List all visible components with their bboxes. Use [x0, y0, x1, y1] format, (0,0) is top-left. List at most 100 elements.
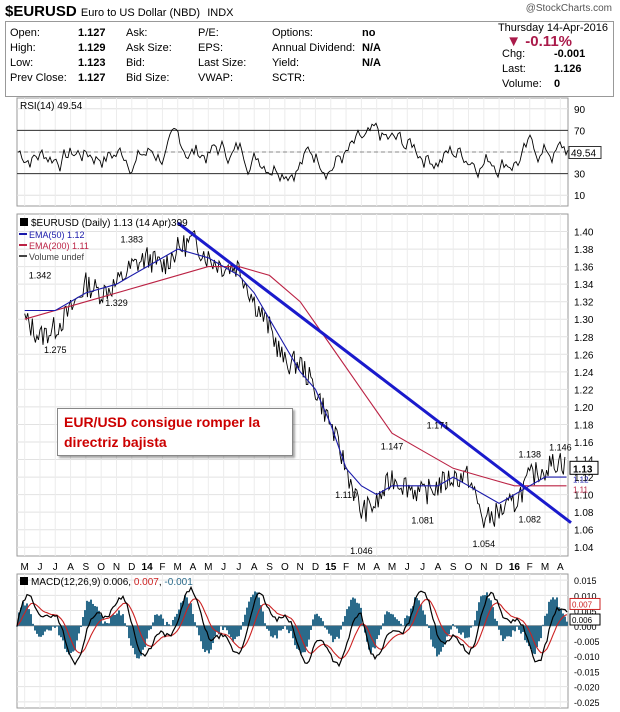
stat2-0-label: Ask:	[126, 27, 148, 39]
pct-change: ▼ -0.11%	[506, 33, 572, 50]
price-title: $EURUSD (Daily) 1.13 (14 Apr)399	[31, 218, 188, 229]
chart-header: $EURUSD Euro to US Dollar (NBD) INDX @St…	[0, 0, 620, 97]
price-tick-label: 1.10	[574, 491, 594, 502]
stat4-0-label: Options:	[272, 27, 313, 39]
rsi-title: RSI(14) 49.54	[20, 101, 83, 112]
stats-col-3: P/E: EPS: Last Size: VWAP:	[198, 26, 278, 86]
price-x-label: M	[388, 562, 396, 573]
callout-line-2: directriz bajista	[64, 434, 167, 450]
price-tick-label: 1.12	[574, 473, 594, 484]
price-tick-label: 1.28	[574, 333, 594, 344]
macd-tick-label: -0.005	[574, 637, 600, 647]
right-stat-0-value: -0.001	[554, 48, 586, 60]
stat2-2-label: Bid:	[126, 57, 145, 69]
macd-tick-label: -0.025	[574, 698, 600, 708]
stats-col-1: Open: 1.127 High: 1.129 Low: 1.123 Prev Close:…	[10, 26, 135, 86]
rsi-current-label: 49.54	[571, 148, 596, 159]
price-x-label: S	[83, 562, 90, 573]
macd-title-part: -0.001	[164, 577, 193, 588]
right-stat-2-label: Volume:	[502, 78, 542, 90]
price-tick-label: 1.06	[574, 526, 594, 537]
price-tick-label: 1.04	[574, 543, 594, 554]
stat-0: Open: 1.127	[10, 26, 135, 41]
price-panel: 1.041.061.081.101.121.141.161.181.201.22…	[16, 213, 599, 573]
stat4-0-value: no	[362, 27, 376, 39]
stat3-3-label: VWAP:	[198, 72, 234, 84]
stat-2: Low: 1.123	[10, 56, 135, 71]
price-x-label: 15	[325, 562, 337, 573]
price-x-label: O	[97, 562, 105, 573]
price-x-label: J	[221, 562, 226, 573]
callout-line-1: EUR/USD consigue romper la	[64, 414, 261, 430]
price-x-label: J	[236, 562, 241, 573]
price-tick-label: 1.22	[574, 385, 594, 396]
stat-1: High: 1.129	[10, 41, 135, 56]
stat4-0: Options: no	[272, 26, 382, 41]
stat3-0-label: P/E:	[198, 27, 219, 39]
price-x-label: M	[357, 562, 365, 573]
last-value-label: 1.13	[573, 464, 593, 475]
price-tick-label: 1.36	[574, 263, 594, 274]
macd-panel: 0.015 0.010 0.005 0.000 -0.005 -0.010 -0.015 -0…	[16, 573, 601, 709]
rsi-tick-label: 30	[574, 170, 586, 181]
stat4-2: Yield: N/A	[272, 56, 382, 71]
price-x-label: O	[465, 562, 473, 573]
stat3-2: Last Size:	[198, 56, 278, 71]
macd-title-part: ,	[159, 577, 165, 588]
price-legend-text: EMA(200) 1.11	[29, 241, 89, 251]
price-annotation: 1.110	[335, 490, 357, 500]
macd-title-part: 0.007	[134, 577, 159, 588]
price-annotation: 1.138	[518, 449, 541, 459]
ema50-value-label: 1.12	[573, 476, 589, 485]
stat-3-value: 1.127	[78, 72, 106, 84]
price-tick-label: 1.32	[574, 298, 594, 309]
stat-3: Prev Close: 1.127	[10, 71, 135, 86]
price-x-label: J	[53, 562, 58, 573]
macd-legend-swatch	[20, 577, 28, 585]
price-x-label: N	[297, 562, 304, 573]
macd-signal-value-box	[569, 597, 601, 610]
stat4-3-label: SCTR:	[272, 72, 305, 84]
macd-tick-label: -0.020	[574, 683, 600, 693]
ema200-line	[24, 266, 567, 487]
price-tick-label: 1.16	[574, 438, 594, 449]
price-legend-text: Volume undef	[29, 252, 85, 262]
stats-col-4: Options: no Annual Dividend: N/A Yield: N/A SC…	[272, 26, 382, 86]
symbol-title: $EURUSD Euro to US Dollar (NBD) INDX	[5, 3, 234, 20]
exchange: INDX	[207, 7, 234, 19]
stat4-1: Annual Dividend: N/A	[272, 41, 382, 56]
stat3-1-label: EPS:	[198, 42, 224, 54]
stat-0-value: 1.127	[78, 27, 106, 39]
macd-signal-line	[16, 598, 568, 660]
price-legend-swatch	[20, 218, 28, 226]
rsi-tick-label: 10	[574, 191, 586, 202]
stat2-3-label: Bid Size:	[126, 72, 170, 84]
macd-tick-label: 0.005	[574, 607, 597, 617]
price-tick-label: 1.38	[574, 245, 594, 256]
quote-date: Thursday 14-Apr-2016	[497, 22, 608, 34]
stat2-3: Bid Size:	[126, 71, 216, 86]
right-stat-2: Volume: 0	[502, 77, 604, 92]
stat3-0: P/E:	[198, 26, 278, 41]
stat3-3: VWAP:	[198, 71, 278, 86]
rsi-tick-label: 70	[574, 126, 586, 137]
rsi-line	[17, 122, 569, 183]
price-annotation: 1.081	[411, 515, 434, 525]
price-x-label: O	[281, 562, 289, 573]
macd-signal-value: 0.007	[572, 600, 593, 609]
price-x-label: S	[266, 562, 273, 573]
stat-1-label: High:	[10, 42, 36, 54]
right-stat-1-value: 1.126	[554, 63, 582, 75]
price-tick-label: 1.40	[574, 228, 594, 239]
price-annotation: 1.329	[105, 298, 128, 308]
price-x-label: M	[20, 562, 28, 573]
price-x-label: 14	[142, 562, 154, 573]
price-x-label: F	[527, 562, 533, 573]
price-x-label: M	[174, 562, 182, 573]
macd-value-box	[569, 613, 601, 626]
stats-box	[5, 21, 614, 97]
price-annotation: 1.046	[350, 546, 373, 556]
